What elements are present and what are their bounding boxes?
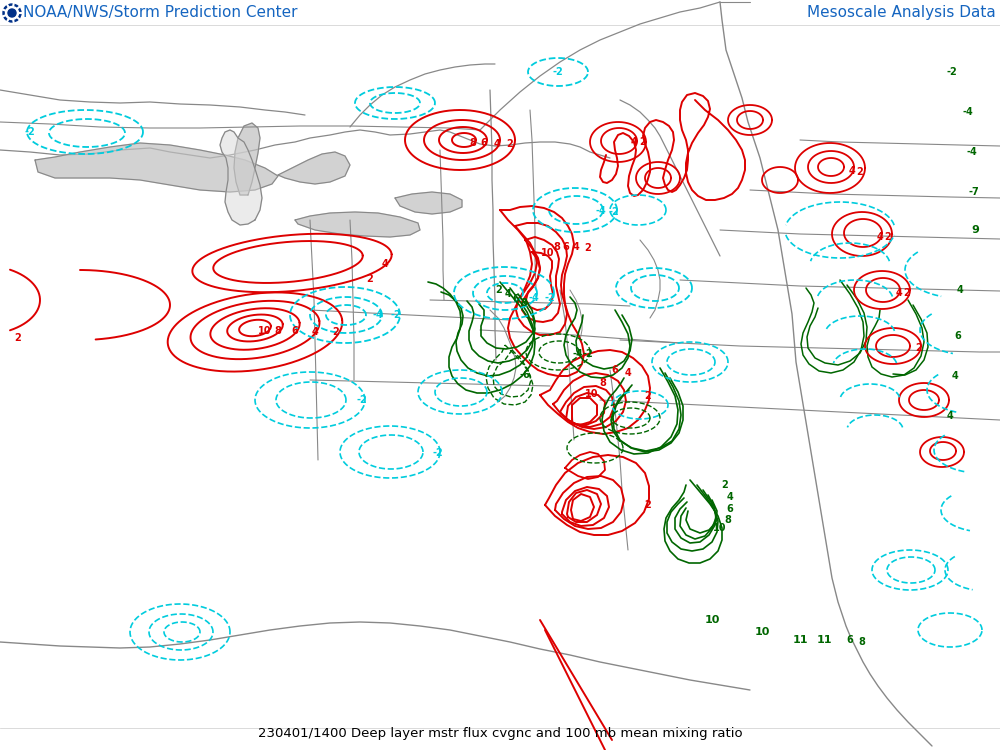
Text: 8: 8 (859, 637, 865, 647)
Text: 10: 10 (541, 248, 555, 258)
Polygon shape (35, 143, 278, 192)
Text: 2: 2 (367, 274, 373, 284)
Text: 2: 2 (585, 243, 591, 253)
Text: 10: 10 (713, 523, 727, 533)
Text: 4: 4 (896, 288, 902, 298)
Circle shape (8, 9, 16, 17)
Text: 4: 4 (505, 289, 511, 299)
Text: -2: -2 (25, 127, 35, 137)
Text: 4: 4 (494, 139, 500, 149)
Text: 4: 4 (631, 137, 637, 147)
Text: 6: 6 (481, 138, 487, 148)
Polygon shape (395, 192, 462, 214)
Text: -2: -2 (545, 293, 555, 303)
Text: 2: 2 (496, 285, 502, 295)
Text: 4: 4 (727, 492, 733, 502)
Text: -4: -4 (596, 206, 606, 216)
Text: -4: -4 (963, 107, 973, 117)
Text: -2: -2 (553, 67, 563, 77)
Text: -2: -2 (609, 207, 619, 217)
Text: 2: 2 (722, 480, 728, 490)
Text: 4: 4 (957, 285, 963, 295)
Text: 4: 4 (952, 371, 958, 381)
Text: -4: -4 (529, 293, 539, 303)
Text: 10: 10 (258, 326, 272, 336)
Text: 11: 11 (816, 635, 832, 645)
Text: 2: 2 (885, 232, 891, 242)
Text: NOAA/NWS/Storm Prediction Center: NOAA/NWS/Storm Prediction Center (23, 5, 298, 20)
Text: 6: 6 (727, 504, 733, 514)
Text: -4: -4 (967, 147, 977, 157)
Polygon shape (220, 130, 262, 225)
Text: 230401/1400 Deep layer mstr flux cvgnc and 100 mb mean mixing ratio: 230401/1400 Deep layer mstr flux cvgnc a… (258, 727, 742, 740)
Text: -2: -2 (433, 448, 443, 458)
Text: 9: 9 (971, 225, 979, 235)
Text: 2: 2 (916, 343, 922, 353)
Text: 6: 6 (612, 365, 618, 375)
Circle shape (3, 4, 21, 22)
Text: 2: 2 (640, 137, 646, 147)
Text: 8: 8 (521, 298, 527, 308)
Text: 11: 11 (792, 635, 808, 645)
Text: 6: 6 (292, 326, 298, 336)
Text: 8: 8 (600, 378, 606, 388)
Text: 4: 4 (849, 166, 855, 176)
Text: 4: 4 (947, 411, 953, 421)
Text: -2: -2 (947, 67, 957, 77)
Text: 10: 10 (704, 615, 720, 625)
Text: -2: -2 (583, 349, 593, 359)
Text: 4: 4 (625, 368, 631, 378)
Text: 2: 2 (857, 167, 863, 177)
Text: 2: 2 (507, 139, 513, 149)
Text: -6: -6 (520, 370, 530, 380)
Text: 2: 2 (645, 391, 651, 401)
Text: 8: 8 (470, 138, 476, 148)
Text: 6: 6 (563, 242, 569, 252)
Text: 6: 6 (513, 294, 519, 304)
Text: -7: -7 (969, 187, 979, 197)
Text: Mesoscale Analysis Data: Mesoscale Analysis Data (807, 5, 996, 20)
Text: 10: 10 (754, 627, 770, 637)
Text: -2: -2 (391, 310, 401, 320)
Text: 4: 4 (877, 232, 883, 242)
Text: -4: -4 (573, 349, 583, 359)
Text: 10: 10 (585, 389, 599, 399)
Text: -2: -2 (357, 395, 367, 405)
Text: 8: 8 (725, 515, 731, 525)
Text: 8: 8 (554, 242, 560, 252)
Text: 8: 8 (275, 326, 281, 336)
Text: 4: 4 (573, 242, 579, 252)
Polygon shape (234, 123, 260, 195)
Circle shape (6, 7, 18, 20)
Text: 2: 2 (15, 333, 21, 343)
Text: -4: -4 (373, 310, 383, 320)
Polygon shape (278, 152, 350, 184)
Polygon shape (295, 212, 420, 237)
Text: 2: 2 (645, 500, 651, 510)
Text: 2: 2 (333, 327, 339, 337)
Text: 4: 4 (312, 327, 318, 337)
Text: 6: 6 (847, 635, 853, 645)
Text: 2: 2 (904, 288, 910, 298)
Text: 4: 4 (382, 259, 388, 269)
Text: 6: 6 (955, 331, 961, 341)
